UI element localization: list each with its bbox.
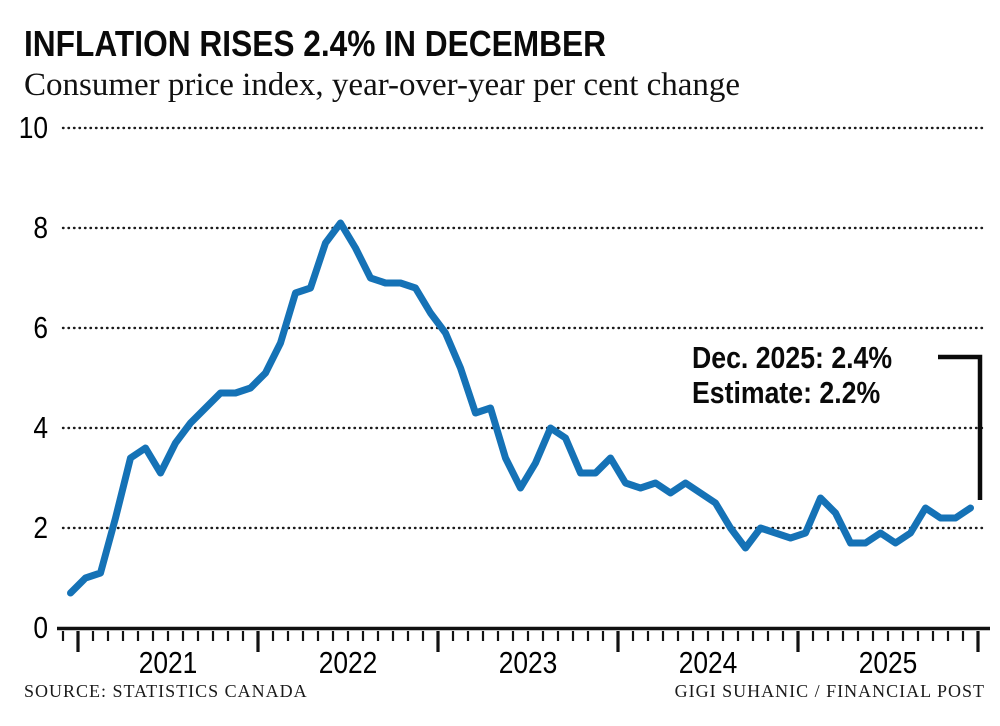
callout-annotation: Dec. 2025: 2.4% Estimate: 2.2% xyxy=(692,340,892,410)
source-text: SOURCE: STATISTICS CANADA xyxy=(24,681,308,701)
x-tick-label-2022: 2022 xyxy=(318,645,378,680)
callout-line2: Estimate: 2.2% xyxy=(692,375,881,410)
y-tick-label-4: 4 xyxy=(33,410,48,445)
chart-subtitle: Consumer price index, year-over-year per… xyxy=(24,67,741,103)
x-tick-label-2023: 2023 xyxy=(498,645,558,680)
y-tick-label-2: 2 xyxy=(33,510,48,545)
y-tick-label-6: 6 xyxy=(33,310,48,345)
callout-connector-line xyxy=(938,354,983,500)
x-tick-label-2025: 2025 xyxy=(858,645,918,680)
x-tick-label-2024: 2024 xyxy=(678,645,738,680)
callout-line1: Dec. 2025: 2.4% xyxy=(692,340,893,375)
credit-text: GIGI SUHANIC / FINANCIAL POST xyxy=(674,681,985,701)
y-tick-label-0: 0 xyxy=(33,610,48,645)
footer-row: SOURCE: STATISTICS CANADA GIGI SUHANIC /… xyxy=(0,681,1000,702)
chart-title: INFLATION RISES 2.4% IN DECEMBER xyxy=(24,23,607,64)
y-tick-label-10: 10 xyxy=(18,110,48,145)
x-tick-label-2021: 2021 xyxy=(138,645,198,680)
cpi-data-line xyxy=(67,219,974,597)
y-tick-label-8: 8 xyxy=(33,210,48,245)
